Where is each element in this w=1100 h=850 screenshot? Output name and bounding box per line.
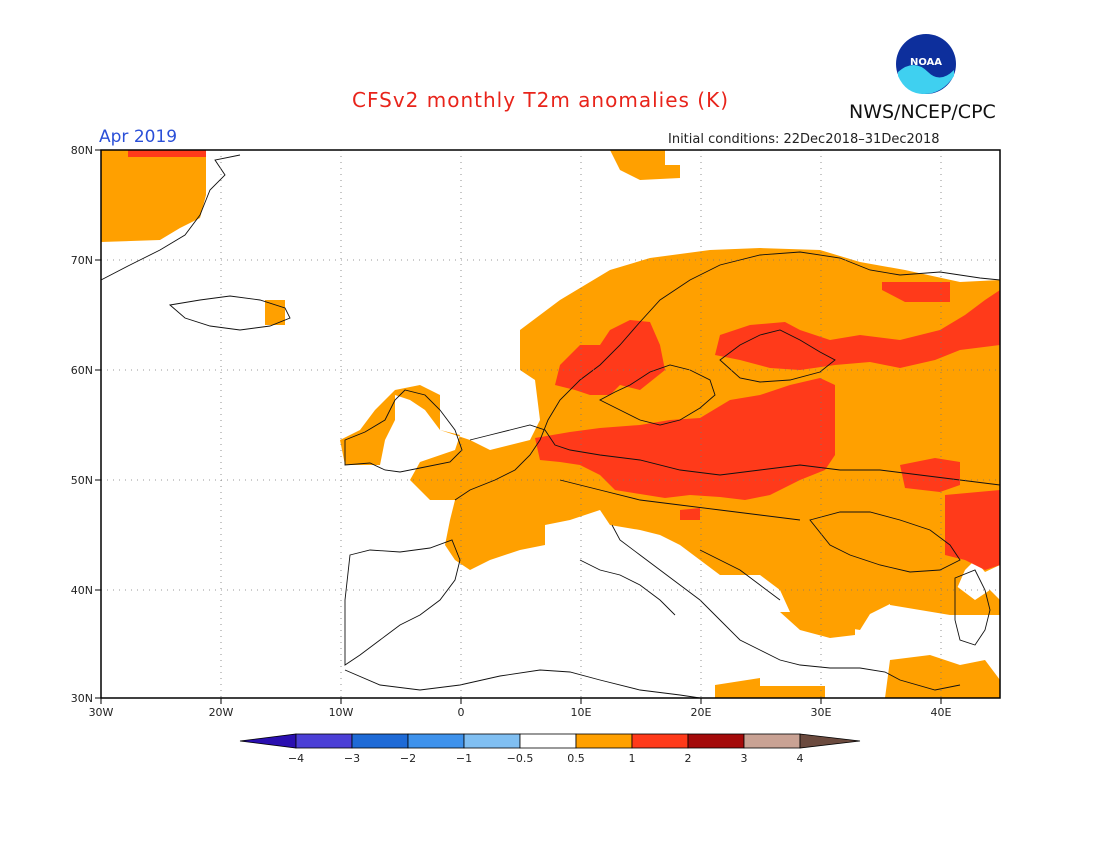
colorbar-swatch xyxy=(463,733,521,749)
colorbar-swatch xyxy=(575,733,633,749)
colorbar-swatch xyxy=(687,733,745,749)
lon-tick-label: 40E xyxy=(931,706,952,719)
lon-tick-label: 20E xyxy=(691,706,712,719)
colorbar-swatch xyxy=(743,733,801,749)
lat-tick-label: 60N xyxy=(71,364,93,377)
lat-tick-label: 50N xyxy=(71,474,93,487)
colorbar-label: −1 xyxy=(456,752,472,765)
anomaly-region-russia-north-red xyxy=(715,290,1000,370)
colorbar-label: 3 xyxy=(741,752,748,765)
anomaly-region-europe xyxy=(340,248,1000,630)
latitude-tick-marks xyxy=(95,149,101,699)
lon-tick-label: 10W xyxy=(329,706,354,719)
lat-tick-label: 40N xyxy=(71,584,93,597)
logo-text: NOAA xyxy=(910,57,942,68)
colorbar-swatch xyxy=(407,733,465,749)
anomaly-fill-layer xyxy=(101,150,1000,698)
colorbar-swatch xyxy=(519,733,577,749)
anomaly-region-iceland-patch xyxy=(265,300,285,325)
anomaly-region-caspian xyxy=(890,585,1000,615)
colorbar-right-arrow xyxy=(799,733,861,749)
colorbar-swatch xyxy=(295,733,353,749)
lat-tick-label: 30N xyxy=(71,692,93,705)
anomaly-region-levant xyxy=(885,655,1000,698)
colorbar-label: 1 xyxy=(629,752,636,765)
map-title: CFSv2 monthly T2m anomalies (K) xyxy=(352,88,729,112)
anomaly-region-central-europe-red xyxy=(535,378,835,500)
forecast-month: Apr 2019 xyxy=(99,127,178,147)
colorbar-label: −2 xyxy=(400,752,416,765)
colorbar xyxy=(239,733,861,749)
lon-tick-label: 10E xyxy=(571,706,592,719)
anomaly-region-svalbard xyxy=(610,150,680,180)
colorbar-left-arrow xyxy=(239,733,297,749)
initial-conditions: Initial conditions: 22Dec2018–31Dec2018 xyxy=(668,132,940,147)
graticule xyxy=(101,150,1000,698)
anomaly-region-south-russia-red xyxy=(945,490,1000,570)
colorbar-swatch xyxy=(351,733,409,749)
lat-tick-label: 70N xyxy=(71,254,93,267)
anomaly-region-kola-red xyxy=(882,282,950,302)
colorbar-label: 2 xyxy=(685,752,692,765)
longitude-tick-marks xyxy=(100,698,942,704)
anomaly-region-greenland xyxy=(101,150,206,242)
colorbar-swatch xyxy=(631,733,689,749)
lon-tick-label: 20W xyxy=(209,706,234,719)
anomaly-region-anatolia xyxy=(780,612,855,638)
coastlines xyxy=(100,154,1001,699)
lon-tick-label: 0 xyxy=(458,706,465,719)
anomaly-region-greenland-red xyxy=(128,150,206,157)
anomaly-region-egypt xyxy=(715,678,825,698)
anomaly-region-scandinavia-red xyxy=(555,320,665,395)
anomaly-region-balkan-red xyxy=(680,508,700,520)
anomaly-region-ukraine-red xyxy=(900,458,960,492)
lon-tick-label: 30E xyxy=(811,706,832,719)
latitude-axis: 80N 70N 60N 50N 40N 30N xyxy=(71,144,93,705)
lat-tick-label: 80N xyxy=(71,144,93,157)
colorbar-label: 0.5 xyxy=(567,752,585,765)
longitude-axis: 30W 20W 10W 0 10E 20E 30E 40E xyxy=(89,706,952,719)
colorbar-labels: −4 −3 −2 −1 −0.5 0.5 1 2 3 4 xyxy=(288,752,804,765)
noaa-logo: NOAA xyxy=(896,34,956,94)
colorbar-label: −3 xyxy=(344,752,360,765)
colorbar-label: −0.5 xyxy=(507,752,534,765)
colorbar-label: 4 xyxy=(797,752,804,765)
colorbar-label: −4 xyxy=(288,752,304,765)
map-frame xyxy=(100,149,1001,699)
agency-label: NWS/NCEP/CPC xyxy=(849,101,996,123)
lon-tick-label: 30W xyxy=(89,706,114,719)
